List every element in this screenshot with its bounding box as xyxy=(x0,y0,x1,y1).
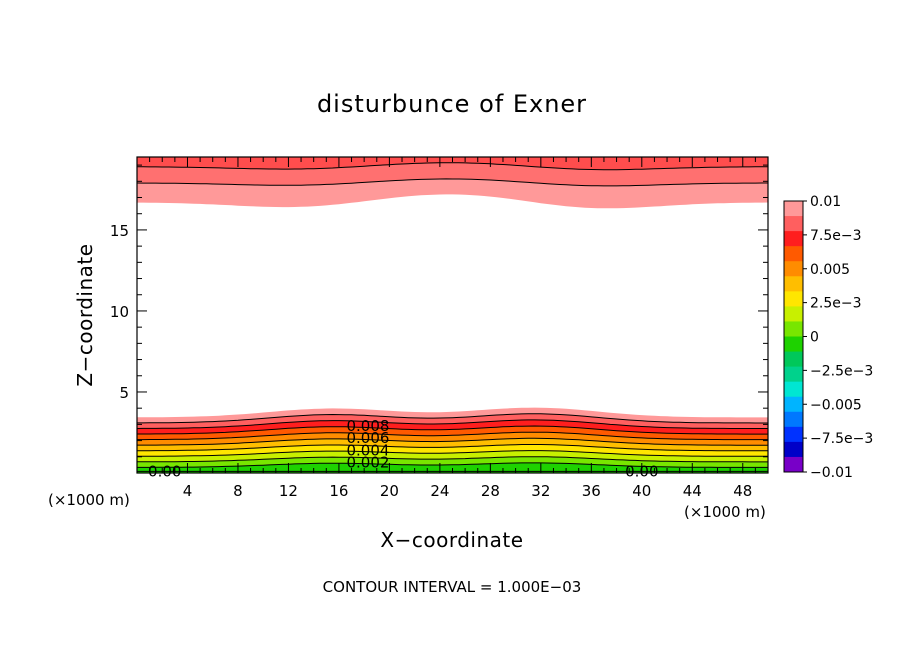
x-tick-label: 28 xyxy=(481,482,500,500)
x-axis: 4 8 12 16 20 24 28 32 36 40 44 48 xyxy=(149,157,756,500)
x-tick-label: 4 xyxy=(183,482,193,500)
colorbar-swatch xyxy=(784,261,803,277)
colorbar-label: 7.5e−3 xyxy=(810,228,862,244)
contour-line-2 xyxy=(137,419,768,429)
x-tick-label: 40 xyxy=(632,482,651,500)
colorbar-swatch xyxy=(784,201,803,217)
colorbar-labels: 0.01 7.5e−3 0.005 2.5e−3 0 −2.5e−3 −0.005 −7.5e… xyxy=(803,194,873,481)
x-tick-label: 16 xyxy=(329,482,348,500)
colorbar-label: −0.005 xyxy=(810,397,862,413)
contour-line-9 xyxy=(137,462,768,468)
y-tick-label: 15 xyxy=(110,222,129,240)
colorbar-swatch xyxy=(784,426,803,443)
colorbar-swatch xyxy=(784,351,803,368)
colorbar-label: 0.005 xyxy=(810,262,850,278)
contour-label-0: 0.008 xyxy=(346,417,389,435)
colorbar-label: 0.01 xyxy=(810,194,841,210)
colorbar-swatch xyxy=(784,366,803,383)
x-tick-label: 8 xyxy=(233,482,243,500)
contour-lines xyxy=(137,162,768,472)
contour-line-6 xyxy=(137,444,768,452)
x-tick-label: 20 xyxy=(380,482,399,500)
contour-line-7 xyxy=(137,450,768,457)
x-unit-label-right: (×1000 m) xyxy=(684,503,766,521)
x-unit-label-left: (×1000 m) xyxy=(48,491,130,509)
contour-label-4: 0.00 xyxy=(148,462,181,480)
contour-label-1: 0.006 xyxy=(346,429,389,447)
colorbar-swatch xyxy=(784,276,803,292)
contour-label-3: 0.002 xyxy=(346,453,389,471)
x-axis-label: X−coordinate xyxy=(380,528,523,552)
colorbar-swatch xyxy=(784,306,803,322)
y-tick-label: 10 xyxy=(110,303,129,321)
contour-label-2: 0.004 xyxy=(346,441,389,459)
colorbar-label: −7.5e−3 xyxy=(810,431,873,447)
colorbar-swatch xyxy=(784,456,803,473)
contour-fills xyxy=(137,157,768,473)
colorbar-label: −2.5e−3 xyxy=(810,363,873,379)
contour-line-1 xyxy=(137,413,768,424)
contour-line-3 xyxy=(137,425,768,435)
x-tick-label: 12 xyxy=(279,482,298,500)
colorbar-label: 2.5e−3 xyxy=(810,296,862,312)
colorbar-swatch xyxy=(784,291,803,307)
colorbar xyxy=(783,200,804,473)
colorbar-swatch xyxy=(784,411,803,428)
colorbar-swatch xyxy=(784,231,803,247)
y-tick-label: 5 xyxy=(119,384,129,402)
colorbar-swatch xyxy=(784,441,803,458)
y-axis: 5 10 15 xyxy=(110,164,768,458)
x-tick-label: 32 xyxy=(531,482,550,500)
contour-interval-note: CONTOUR INTERVAL = 1.000E−03 xyxy=(323,578,582,596)
x-tick-label: 44 xyxy=(683,482,702,500)
contour-line-5 xyxy=(137,437,768,446)
colorbar-swatch xyxy=(784,396,803,413)
colorbar-swatch xyxy=(784,321,803,337)
colorbar-swatch xyxy=(784,246,803,262)
colorbar-swatch xyxy=(784,216,803,232)
x-tick-label: 36 xyxy=(582,482,601,500)
x-tick-label: 24 xyxy=(430,482,449,500)
colorbar-label: −0.01 xyxy=(810,465,853,481)
top-contour-line-2 xyxy=(137,162,768,171)
chart-title: disturbunce of Exner xyxy=(317,90,587,118)
top-contour-line-1 xyxy=(137,178,768,187)
colorbar-label: 0 xyxy=(810,330,819,346)
y-axis-label: Z−coordinate xyxy=(73,243,97,386)
colorbar-swatch xyxy=(784,336,803,353)
top-band-2 xyxy=(137,157,768,170)
contour-line-8 xyxy=(137,456,768,463)
contour-line-4 xyxy=(137,431,768,441)
colorbar-swatch xyxy=(784,381,803,398)
x-tick-label: 48 xyxy=(733,482,752,500)
